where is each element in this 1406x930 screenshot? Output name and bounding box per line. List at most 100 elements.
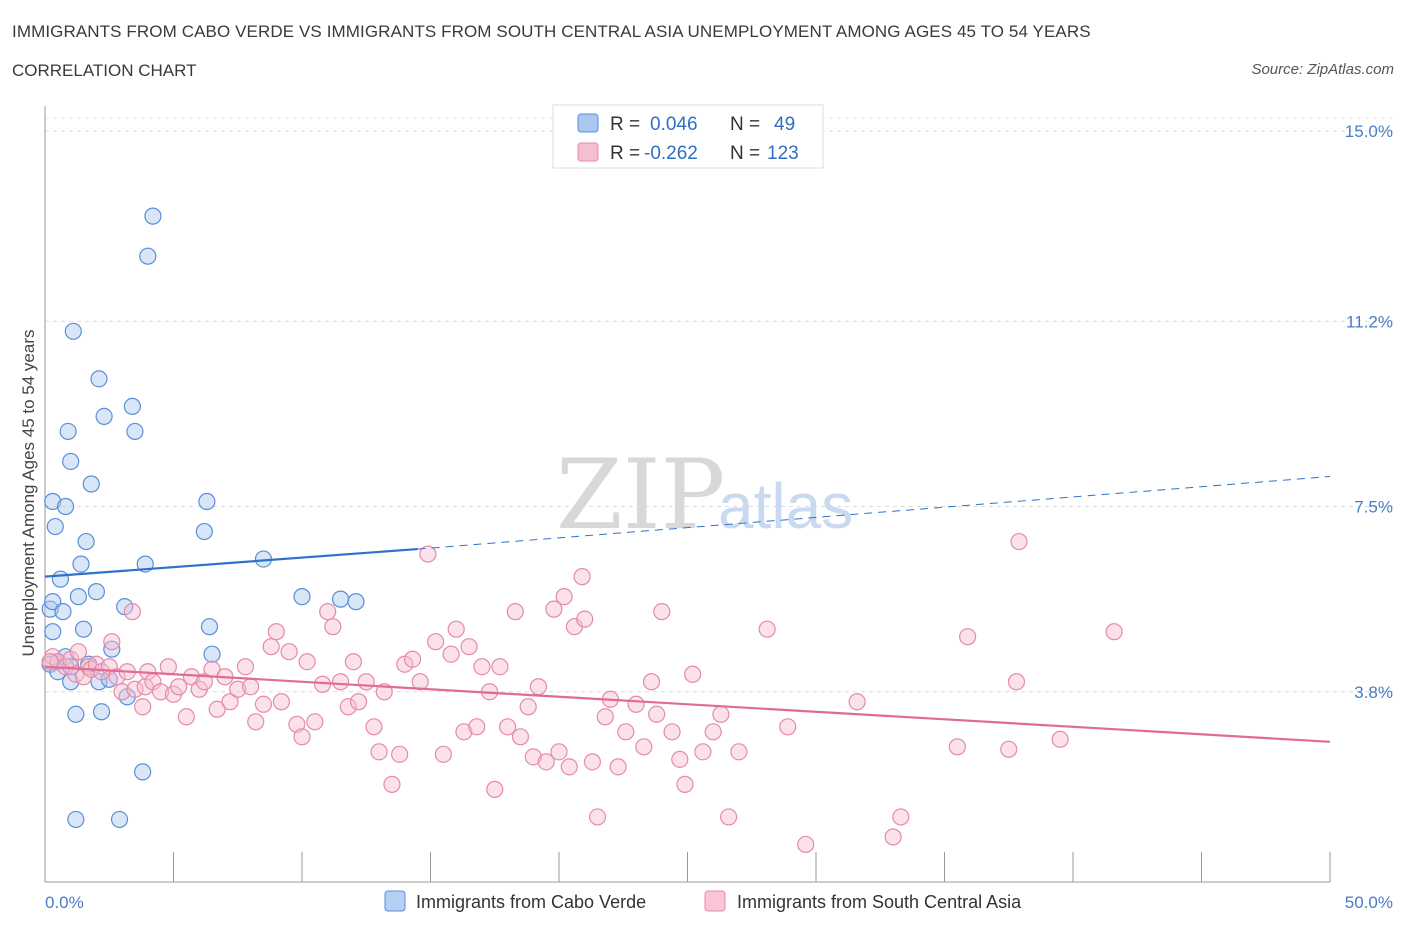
point-s1-54 [365, 718, 383, 736]
point-s0-15 [69, 588, 88, 606]
point-s1-98 [653, 603, 671, 621]
point-s1-66 [447, 620, 465, 638]
point-s1-67 [455, 723, 473, 741]
grid-lines [45, 117, 1393, 693]
point-s1-58 [391, 745, 409, 763]
x-axis-ticks [173, 852, 1331, 882]
point-s0-24 [92, 703, 111, 721]
x-tick-label-min: 0.0% [45, 893, 84, 912]
point-s1-17 [134, 698, 152, 716]
point-s1-60 [403, 650, 422, 668]
point-s0-37 [195, 522, 213, 541]
point-s1-110 [797, 835, 815, 854]
point-s1-115 [959, 628, 977, 646]
legend-r-value-0: 0.046 [650, 114, 698, 135]
point-s0-10 [62, 452, 80, 471]
series-south-central-asia-points [41, 532, 1123, 854]
point-s0-44 [347, 593, 365, 611]
point-s1-22 [159, 658, 177, 676]
point-s1-24 [170, 678, 188, 696]
watermark: ZIP atlas [556, 439, 853, 551]
point-s1-97 [648, 705, 666, 723]
point-s1-92 [609, 758, 627, 776]
point-s1-0 [44, 648, 62, 666]
point-s1-109 [779, 718, 797, 736]
chart-title: IMMIGRANTS FROM CABO VERDE VS IMMIGRANTS… [12, 22, 1091, 41]
point-s1-21 [152, 683, 170, 701]
point-s0-40 [203, 645, 221, 663]
bottom-legend-label-cabo-verde: Immigrants from Cabo Verde [416, 892, 646, 912]
point-s1-50 [339, 698, 357, 716]
point-s1-36 [247, 713, 265, 731]
bottom-legend: Immigrants from Cabo Verde Immigrants fr… [384, 890, 1022, 912]
point-s1-53 [357, 673, 375, 691]
point-s1-81 [545, 600, 563, 618]
point-s1-44 [298, 653, 316, 671]
point-s1-118 [1010, 532, 1028, 551]
legend-n-label-1: N = [730, 143, 760, 164]
point-s1-48 [324, 618, 342, 636]
point-s0-8 [56, 497, 75, 516]
point-s1-51 [344, 653, 362, 671]
point-s1-105 [712, 705, 730, 723]
point-s1-94 [627, 695, 645, 713]
legend-r-value-1: -0.262 [644, 143, 698, 164]
point-s0-35 [139, 247, 157, 265]
point-s1-99 [663, 723, 681, 741]
point-s1-108 [758, 620, 776, 638]
point-s0-23 [90, 370, 108, 388]
legend-swatch-cabo-verde [577, 113, 599, 133]
point-s1-107 [730, 743, 748, 761]
point-s0-14 [67, 810, 85, 829]
point-s0-42 [293, 588, 311, 606]
point-s1-28 [195, 673, 213, 691]
point-s1-35 [242, 678, 260, 696]
watermark-atlas: atlas [718, 470, 853, 542]
legend-swatch-south-central-asia [577, 142, 599, 162]
source-label: Source: ZipAtlas.com [1251, 61, 1394, 78]
legend-n-value-1: 123 [767, 143, 799, 164]
point-s1-73 [491, 658, 509, 676]
point-s1-83 [555, 588, 573, 606]
point-s0-25 [95, 407, 113, 425]
point-s1-122 [69, 643, 88, 661]
point-s0-12 [64, 322, 82, 340]
point-s0-39 [200, 618, 219, 636]
point-s1-40 [272, 693, 291, 711]
point-s1-74 [499, 718, 517, 736]
point-s1-16 [126, 680, 144, 698]
point-s1-57 [383, 775, 401, 793]
point-s1-38 [262, 638, 280, 656]
point-s1-104 [704, 723, 722, 741]
point-s1-86 [573, 568, 591, 586]
point-s0-9 [59, 422, 77, 441]
point-s1-116 [1000, 740, 1018, 758]
x-tick-label-max: 50.0% [1345, 893, 1393, 912]
point-s1-89 [588, 808, 607, 826]
y-tick-label-2: 11.2% [1346, 312, 1393, 331]
point-s1-100 [671, 750, 689, 768]
point-s1-34 [236, 658, 255, 676]
point-s1-90 [596, 708, 614, 726]
point-s1-52 [349, 693, 368, 711]
point-s1-76 [511, 728, 530, 746]
point-s0-28 [110, 810, 129, 829]
y-tick-label-3: 15.0% [1345, 122, 1393, 141]
chart-subtitle: CORRELATION CHART [12, 61, 197, 80]
point-s1-114 [948, 738, 966, 756]
point-s1-12 [108, 668, 126, 686]
point-s1-84 [560, 758, 578, 776]
point-s0-20 [82, 475, 100, 493]
point-s1-13 [113, 683, 131, 701]
point-s0-7 [54, 603, 72, 621]
point-s1-11 [103, 633, 121, 651]
point-s1-68 [460, 638, 478, 656]
point-s1-39 [267, 623, 285, 641]
watermark-zip: ZIP [556, 439, 725, 551]
point-s0-21 [87, 583, 106, 601]
point-s1-75 [506, 603, 524, 621]
point-s1-41 [280, 643, 298, 661]
point-s1-93 [617, 723, 635, 741]
point-s1-37 [254, 695, 273, 713]
